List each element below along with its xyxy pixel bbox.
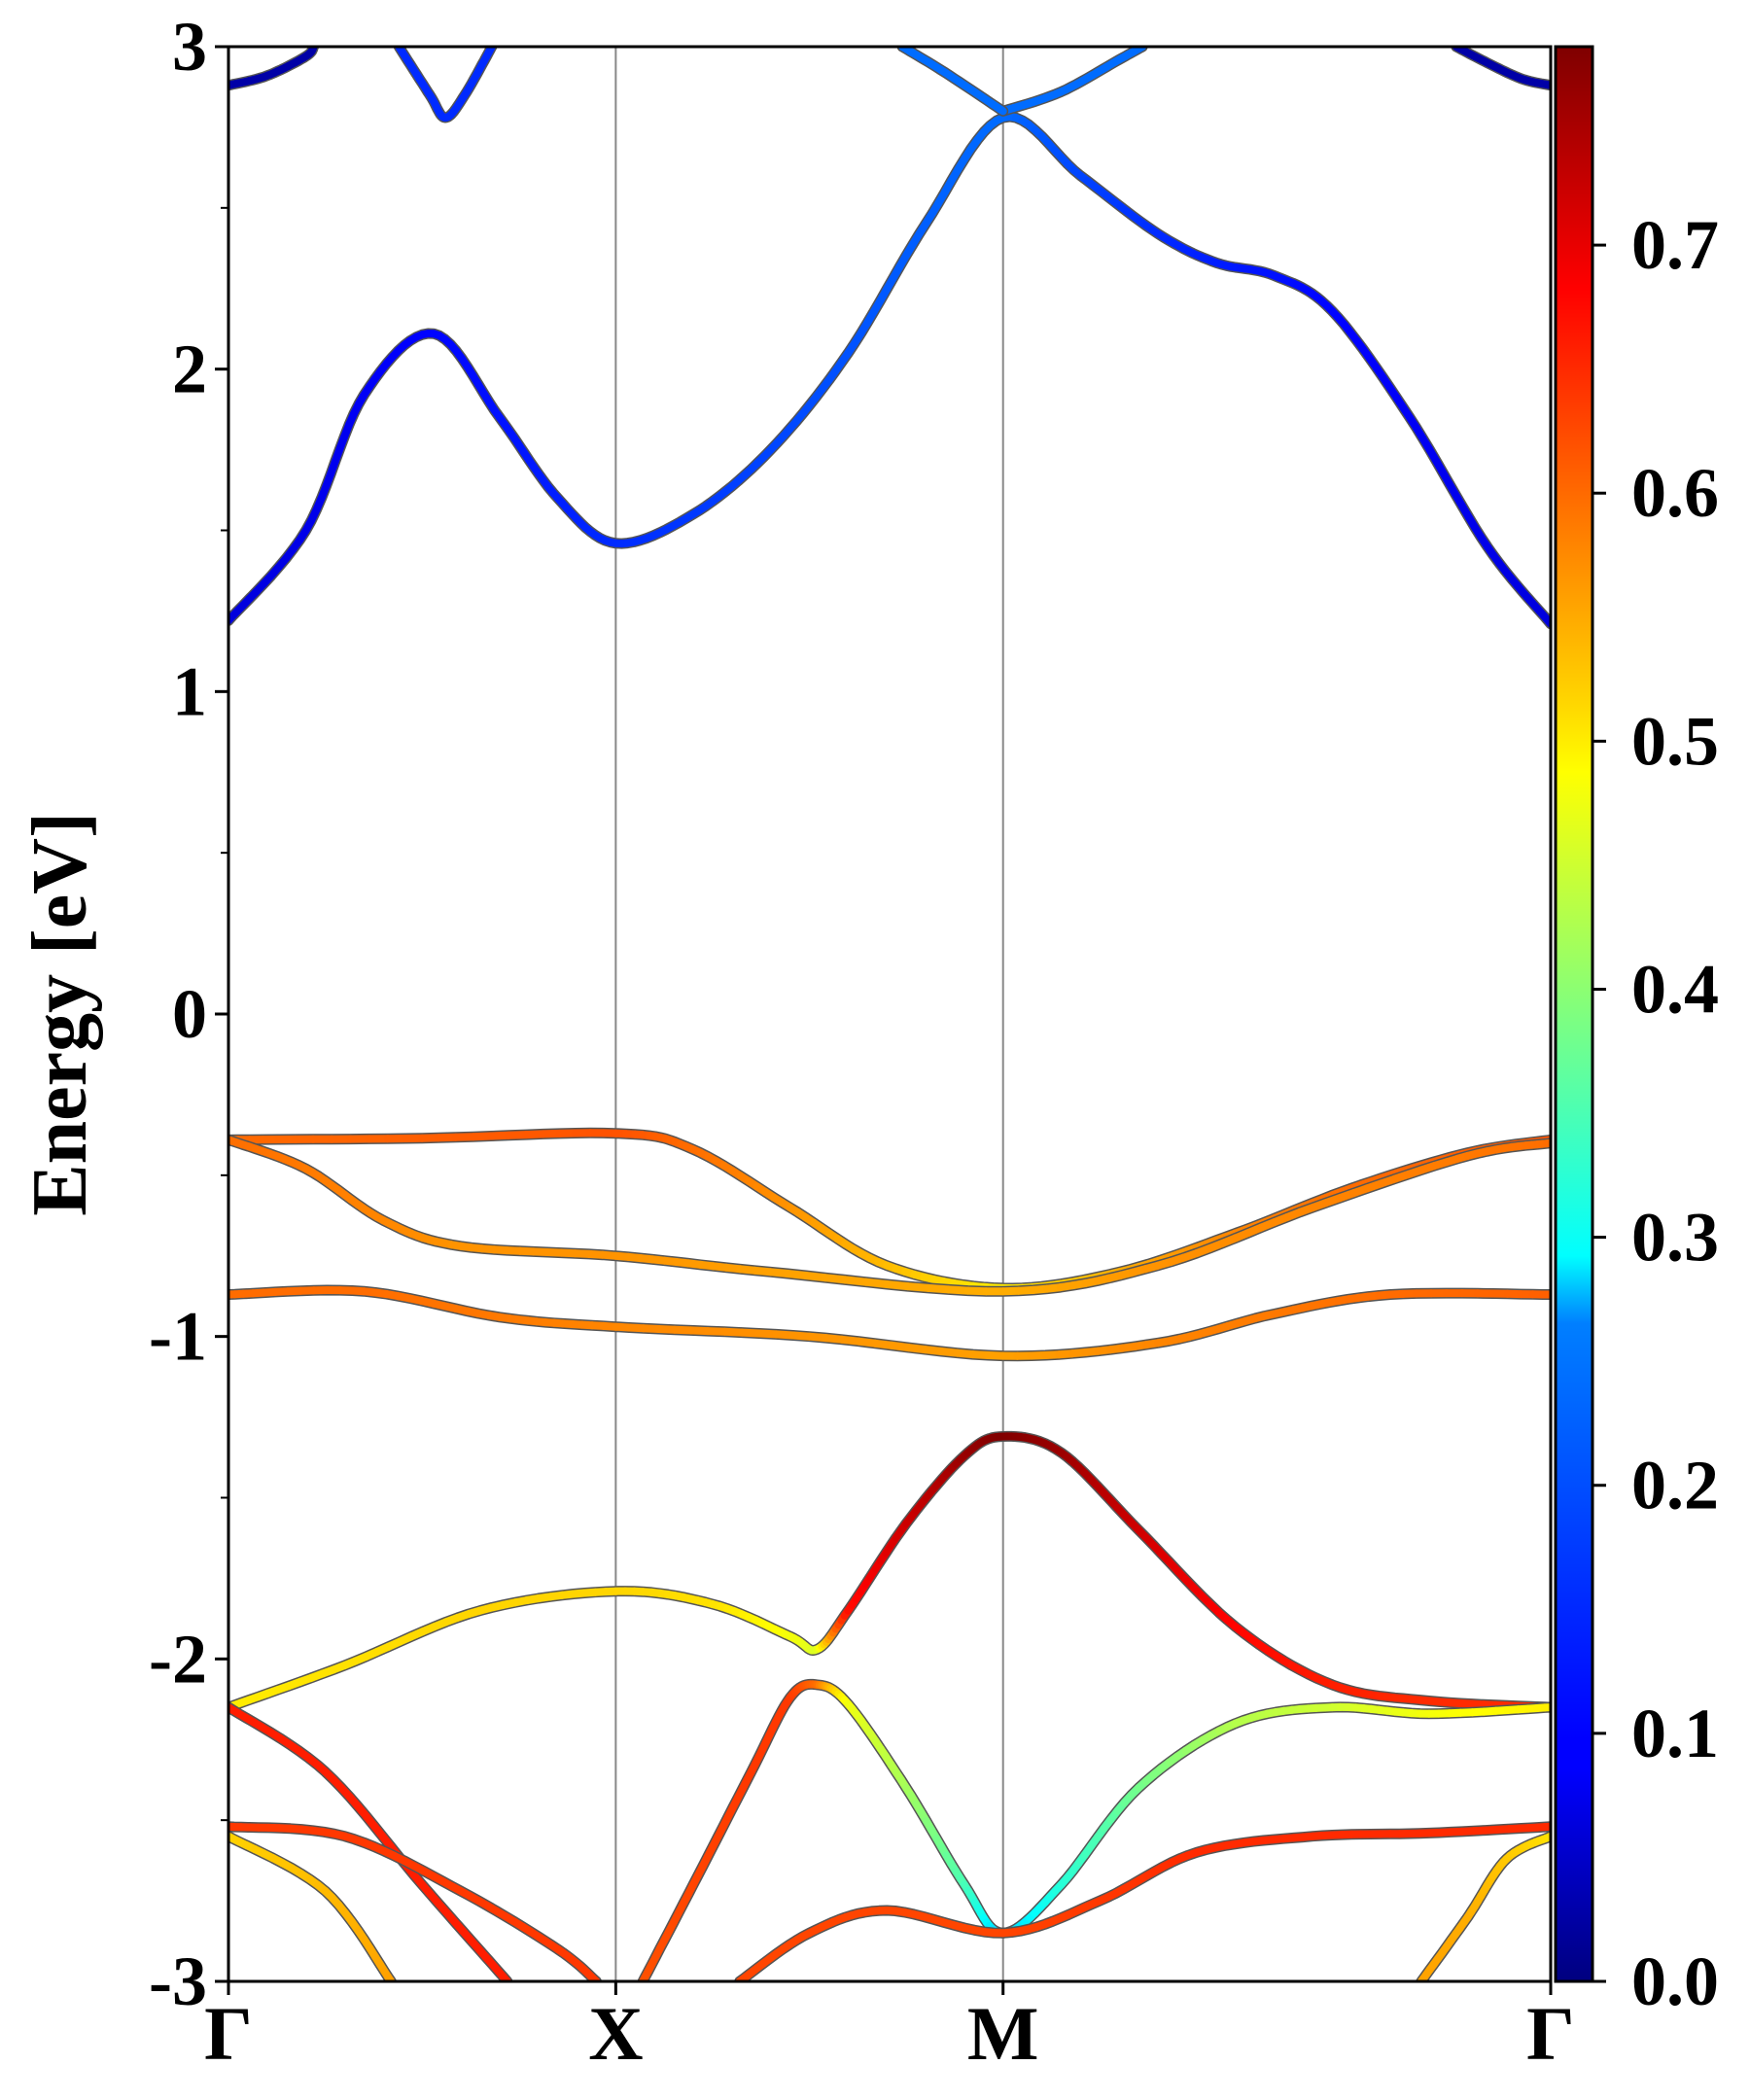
colorbar-tick-label: 0.6 <box>1631 454 1719 532</box>
band-9 <box>228 1284 1551 1362</box>
colorbar-tick-label: 0.7 <box>1631 206 1719 284</box>
band-2 <box>998 47 1148 117</box>
band-12 <box>228 1701 513 1981</box>
band-16 <box>1416 1831 1551 1981</box>
band-4 <box>393 47 498 123</box>
band-1 <box>228 111 1551 630</box>
band-15 <box>734 1821 1551 1981</box>
band-8 <box>228 1134 1551 1297</box>
y-tick-label: -3 <box>149 1942 207 2020</box>
y-tick-label: 3 <box>172 8 207 86</box>
band-13 <box>228 1821 602 1981</box>
plot-background <box>228 47 1551 1981</box>
kpoint-separators <box>614 47 1004 1981</box>
x-tick-label: Γ <box>204 1991 253 2076</box>
colorbar-axis: 0.0 0.1 0.2 0.3 0.4 0.5 0.6 0.7 <box>1592 206 1719 2020</box>
y-axis-title: Energy [eV] <box>18 812 103 1215</box>
colorbar-tick-label: 0.4 <box>1631 950 1719 1028</box>
bands <box>228 47 1551 1981</box>
y-tick-label: 2 <box>172 331 207 408</box>
colorbar-tick-label: 0.0 <box>1631 1942 1719 2020</box>
x-tick-label: Γ <box>1526 1991 1575 2076</box>
y-tick-label: 1 <box>172 652 207 730</box>
x-tick-label: M <box>967 1991 1039 2076</box>
colorbar-tick-label: 0.2 <box>1631 1447 1719 1524</box>
band-6 <box>1451 47 1551 91</box>
x-tick-label: X <box>588 1991 643 2076</box>
colorbar <box>1554 45 1594 1983</box>
y-tick-label: -2 <box>149 1620 207 1698</box>
colorbar-tick-label: 0.1 <box>1631 1695 1719 1772</box>
y-tick-label: 0 <box>172 975 207 1053</box>
colorbar-tick-label: 0.5 <box>1631 702 1719 780</box>
colorbar-tick-label: 0.3 <box>1631 1199 1719 1277</box>
band-14 <box>228 1831 397 1981</box>
y-tick-label: -1 <box>149 1298 207 1376</box>
band-3-segment <box>996 105 1007 116</box>
y-axis: -3 -2 -1 0 1 2 3 <box>149 8 228 2020</box>
